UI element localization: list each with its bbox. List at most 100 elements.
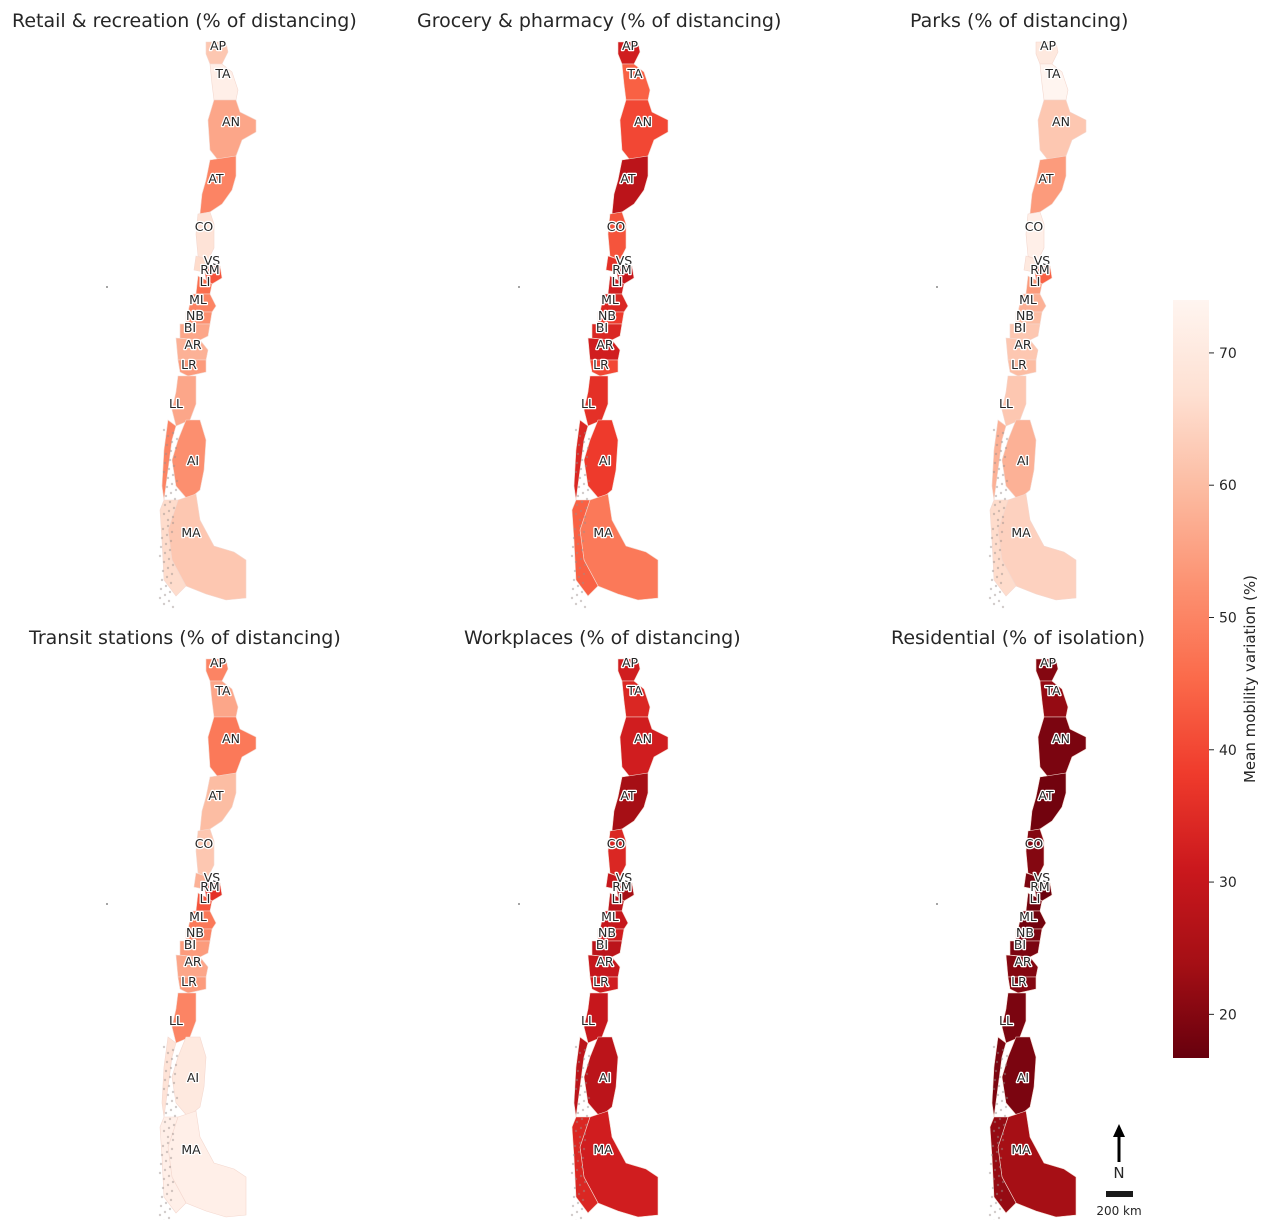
coast-island <box>999 1156 1003 1160</box>
colorbar-tick-label: 50 <box>1219 610 1237 626</box>
coast-island <box>158 596 162 600</box>
region-label-ap: AP <box>1040 38 1057 53</box>
coast-island <box>160 578 164 582</box>
coast-island <box>164 1069 168 1073</box>
coast-island <box>1005 1054 1009 1058</box>
region-ta <box>621 680 651 718</box>
coast-island <box>162 512 166 516</box>
coast-island <box>583 1138 587 1142</box>
region-label-ml: ML <box>601 909 619 924</box>
region-label-li: LI <box>200 891 211 906</box>
region-ll <box>583 375 609 427</box>
coast-island <box>571 1162 575 1166</box>
region-label-bi: BI <box>184 320 196 335</box>
region-label-li: LI <box>612 891 623 906</box>
coast-island <box>580 1207 584 1211</box>
coast-island <box>575 1168 579 1172</box>
region-label-lr: LR <box>593 974 609 989</box>
coast-island <box>993 503 997 507</box>
region-ml <box>1017 293 1047 313</box>
region-label-ml: ML <box>1019 292 1037 307</box>
panel-title-parks: Parks (% of distancing) <box>910 10 1129 32</box>
coast-island <box>581 539 585 543</box>
coast-island <box>162 1045 166 1049</box>
region-ml <box>599 910 629 930</box>
coast-island <box>989 1204 993 1208</box>
coast-island <box>575 503 579 507</box>
coast-island <box>578 1135 582 1139</box>
coast-island <box>584 1081 588 1085</box>
region-mg <box>989 499 1017 597</box>
coast-island <box>171 605 175 609</box>
coast-island <box>160 1153 164 1157</box>
coast-island <box>997 599 1001 603</box>
island-dot <box>106 903 108 905</box>
coast-island <box>576 584 580 588</box>
coast-island <box>173 455 177 459</box>
region-mg <box>159 499 187 597</box>
coast-island <box>574 428 578 432</box>
coast-island <box>168 590 172 594</box>
coast-island <box>165 443 169 447</box>
coast-island <box>990 578 994 582</box>
coast-island <box>989 587 993 591</box>
coast-island <box>175 1096 179 1100</box>
coast-island <box>171 473 175 477</box>
region-label-co: CO <box>607 219 626 234</box>
region-label-ai: AI <box>1017 453 1029 468</box>
coast-island <box>996 524 1000 528</box>
region-label-ai: AI <box>599 453 611 468</box>
coast-island <box>165 485 169 489</box>
coast-island <box>163 1168 167 1172</box>
coast-island <box>997 557 1001 561</box>
coast-island <box>170 440 174 444</box>
region-label-nb: NB <box>1016 925 1034 940</box>
region-label-ar: AR <box>184 337 202 352</box>
coast-island <box>997 1126 1001 1130</box>
coast-island <box>1002 1081 1006 1085</box>
region-label-ml: ML <box>189 292 207 307</box>
coast-island <box>1001 521 1005 525</box>
coast-island <box>166 476 170 480</box>
region-label-ll: LL <box>999 396 1013 411</box>
coast-island <box>575 551 579 555</box>
coast-island <box>570 1213 574 1217</box>
coast-island <box>998 548 1002 552</box>
coast-island <box>994 1069 998 1073</box>
coast-island <box>572 1153 576 1157</box>
coast-island <box>166 566 170 570</box>
scale-bar-label: 200 km <box>1096 1204 1141 1218</box>
coast-island <box>171 515 175 519</box>
region-label-ar: AR <box>596 337 614 352</box>
coast-island <box>1000 1189 1004 1193</box>
coast-island <box>996 1051 1000 1055</box>
region-label-ma: MA <box>593 1142 613 1157</box>
coast-island <box>582 1057 586 1061</box>
region-ml <box>599 293 629 313</box>
coast-island <box>175 437 179 441</box>
coast-island <box>576 1201 580 1205</box>
coast-island <box>575 1078 579 1082</box>
region-lr <box>589 359 619 377</box>
coast-island <box>580 1117 584 1121</box>
coast-island <box>1003 497 1007 501</box>
coast-island <box>570 1171 574 1175</box>
region-label-an: AN <box>1052 114 1070 129</box>
coast-island <box>169 491 173 495</box>
region-an <box>1037 716 1087 778</box>
coast-island <box>988 596 992 600</box>
region-label-bi: BI <box>596 937 608 952</box>
coast-island <box>169 1108 173 1112</box>
region-lr <box>177 359 207 377</box>
coast-island <box>575 1210 579 1214</box>
coast-island <box>167 557 171 561</box>
region-ar <box>175 954 209 978</box>
coast-island <box>990 1153 994 1157</box>
coast-island <box>991 527 995 531</box>
region-an <box>207 716 257 778</box>
coast-island <box>998 1117 1002 1121</box>
coast-island <box>1000 482 1004 486</box>
coast-island <box>996 1135 1000 1139</box>
coast-island <box>175 1054 179 1058</box>
